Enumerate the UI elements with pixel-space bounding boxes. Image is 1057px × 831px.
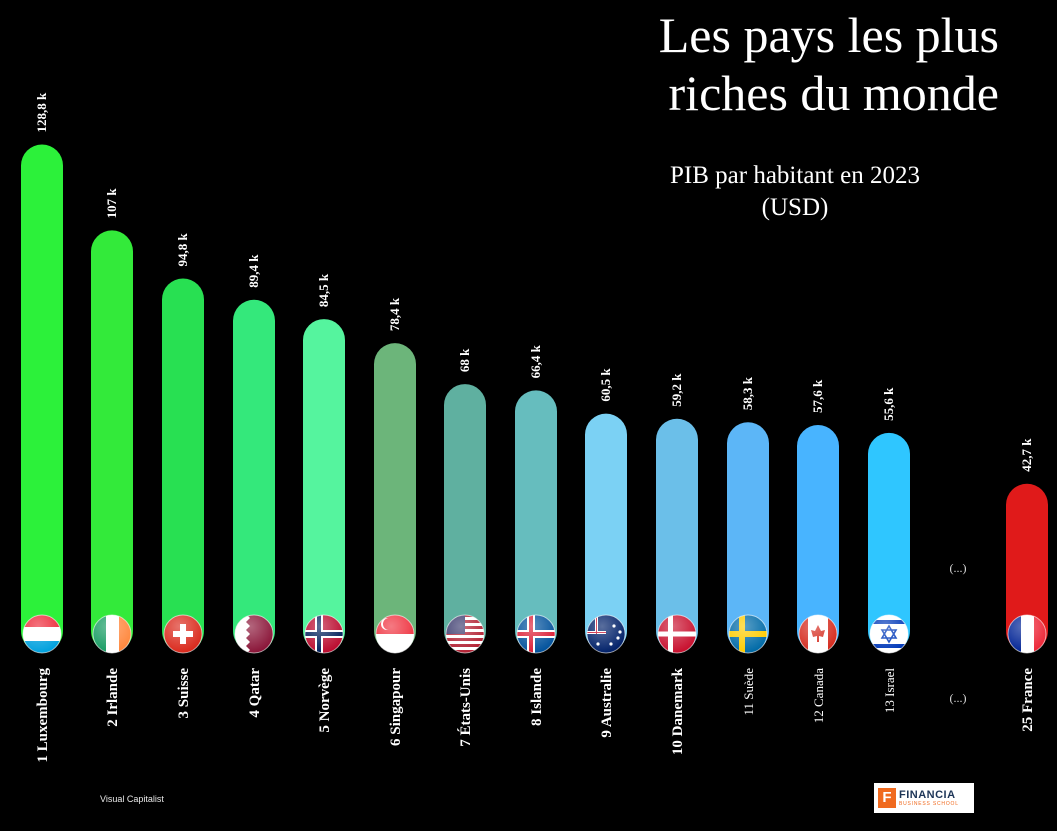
bar (656, 418, 698, 652)
bar-value-label: 84,5 k (316, 273, 331, 307)
bar-value-label: 55,6 k (881, 387, 896, 421)
bar (727, 422, 769, 652)
bar-value-label: 89,4 k (246, 254, 261, 288)
category-label: 6 Singapour (388, 668, 404, 746)
sweden-flag-icon (728, 614, 768, 654)
bar-value-label: 60,5 k (598, 368, 613, 402)
bar-value-label: 94,8 k (175, 232, 190, 266)
category-label: 11 Suède (741, 668, 756, 716)
bar-value-label: 57,6 k (810, 379, 825, 413)
ireland-flag-icon (92, 614, 132, 654)
usa-flag-icon (445, 614, 485, 654)
financia-logo: F FINANCIA BUSINESS SCHOOL (874, 783, 974, 813)
category-label: 9 Australie (599, 668, 615, 738)
bar (233, 299, 275, 652)
luxembourg-flag-icon (22, 614, 62, 654)
bar (21, 144, 63, 652)
category-label: 2 Irlande (105, 668, 121, 727)
france-flag-icon (1007, 614, 1047, 654)
bar (797, 425, 839, 652)
bar-value-label: 68 k (457, 348, 472, 372)
category-label: 7 États-Unis (457, 668, 474, 747)
bar (162, 278, 204, 652)
bar-value-label: 58,3 k (740, 376, 755, 410)
category-label: 8 Islande (529, 668, 545, 726)
category-label: 4 Qatar (247, 668, 263, 718)
category-label: 3 Suisse (176, 668, 192, 719)
bar (585, 413, 627, 652)
category-label: 10 Danemark (670, 667, 686, 755)
australia-flag-icon (586, 614, 626, 654)
bar-value-label: 128,8 k (34, 92, 49, 133)
qatar-flag-icon (234, 614, 274, 654)
canada-flag-icon (798, 614, 838, 654)
bar-value-label: 42,7 k (1019, 438, 1034, 472)
category-label: 5 Norvège (317, 668, 333, 733)
bar-value-label: 107 k (104, 188, 119, 219)
bar (374, 343, 416, 652)
ellipsis-bottom: (...) (950, 691, 967, 705)
switzerland-flag-icon (163, 614, 203, 654)
logo-name: FINANCIA (899, 788, 956, 801)
norway-flag-icon (304, 614, 344, 654)
bar-value-label: 78,4 k (387, 297, 402, 331)
israel-flag-icon (869, 614, 909, 654)
bar (444, 384, 486, 652)
ellipsis-top: (...) (950, 561, 967, 575)
source-label: Visual Capitalist (100, 794, 164, 804)
bar (303, 319, 345, 652)
bar-value-label: 59,2 k (669, 373, 684, 407)
logo-tagline: BUSINESS SCHOOL (899, 800, 959, 807)
category-label: 1 Luxembourg (35, 668, 51, 763)
bar (515, 390, 557, 652)
category-label: 12 Canada (811, 668, 826, 723)
bar (91, 230, 133, 653)
chart-title: Les pays les plus riches du monde (658, 7, 999, 121)
bar (868, 432, 910, 652)
category-label: 13 Israel (882, 668, 897, 714)
chart-subtitle: PIB par habitant en 2023 (USD) (670, 162, 920, 221)
denmark-flag-icon (657, 614, 697, 654)
logo-mark-icon: F (878, 788, 896, 808)
iceland-flag-icon (516, 614, 556, 654)
category-label: 25 France (1020, 668, 1036, 732)
bar-value-label: 66,4 k (528, 344, 543, 378)
singapore-flag-icon (375, 614, 415, 654)
bar (1006, 483, 1048, 652)
